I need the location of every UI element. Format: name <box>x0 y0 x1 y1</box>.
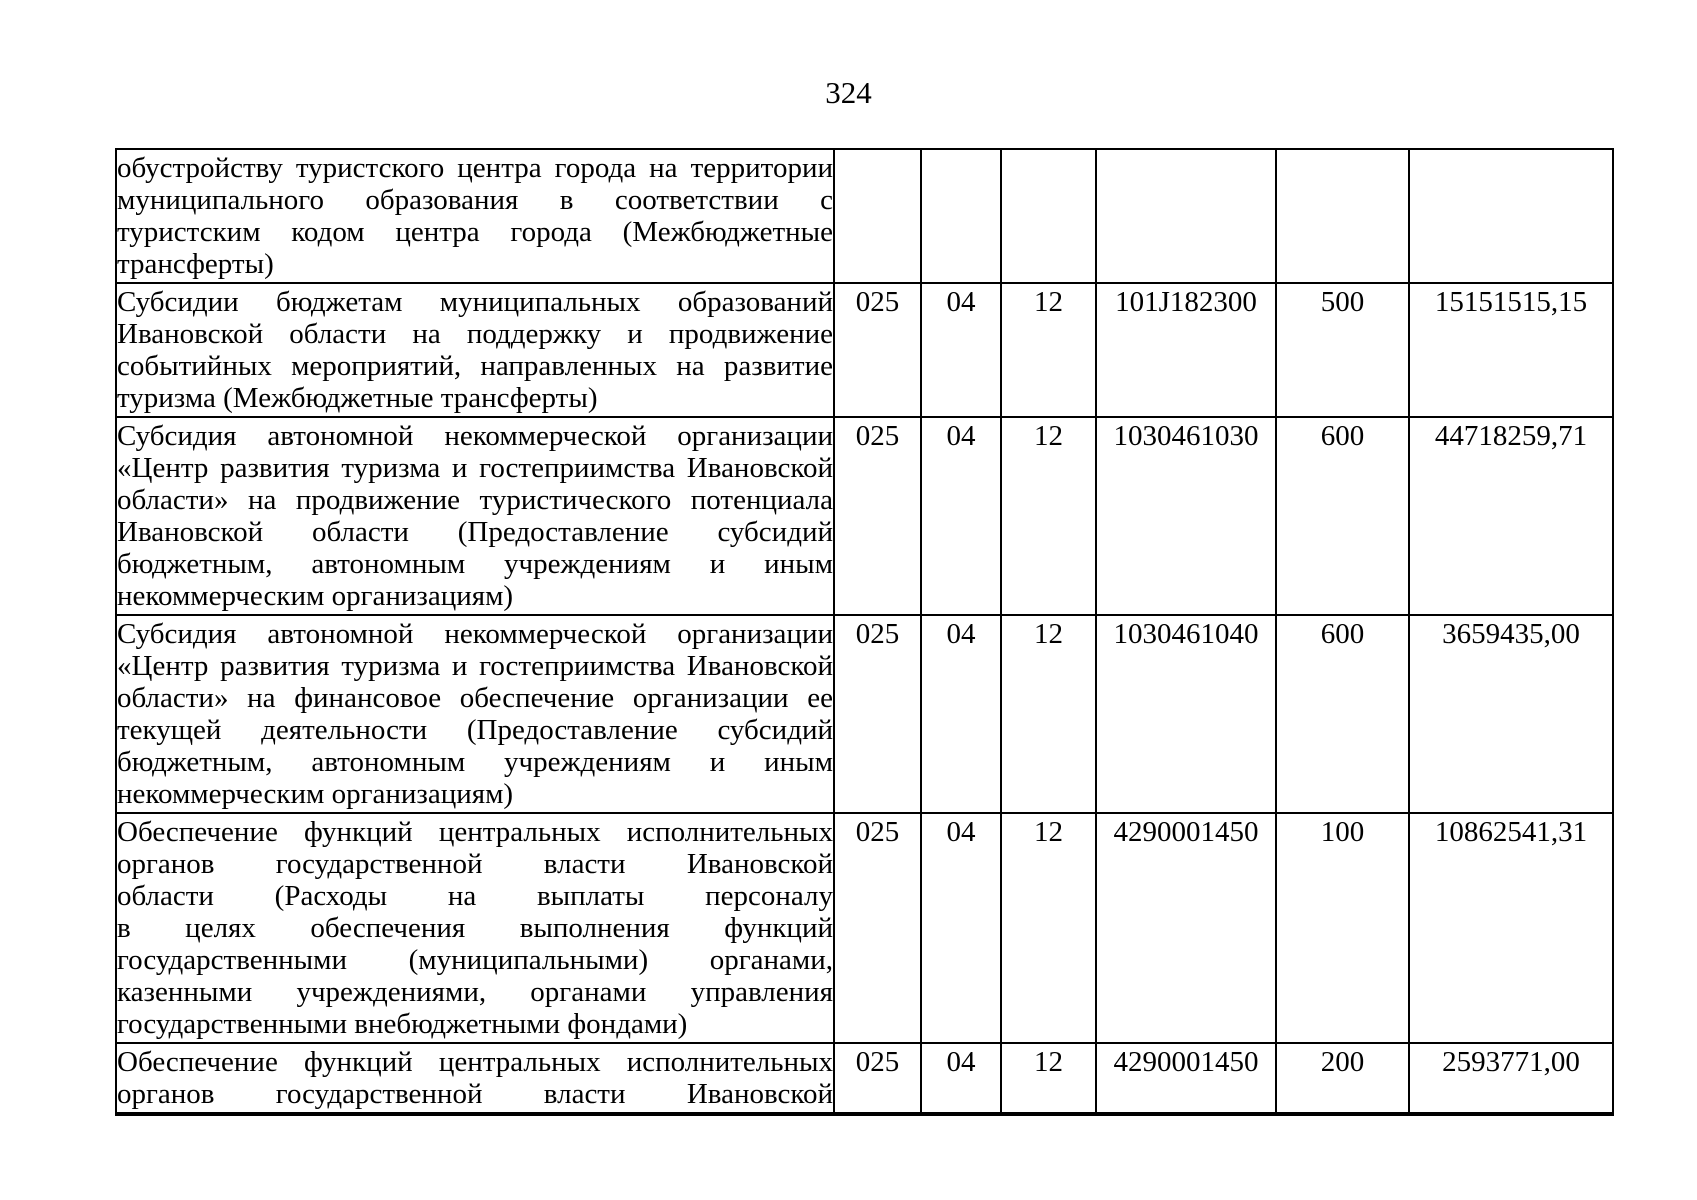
expense-name-line: трансферты) <box>117 248 274 280</box>
expense-name-line: туризма (Межбюджетные трансферты) <box>117 382 598 414</box>
grbs-code-cell: 025 <box>833 614 922 814</box>
expense-name-line: Ивановской области (Предоставление субси… <box>117 516 833 548</box>
subsection-code-cell: 12 <box>1000 614 1097 814</box>
expense-name-line: Субсидия автономной некоммерческой орган… <box>117 420 833 452</box>
section-code-cell: 04 <box>920 812 1002 1044</box>
expense-name-line: области» на финансовое обеспечение орган… <box>117 682 833 714</box>
target-article-code-cell: 1030461040 <box>1095 614 1277 814</box>
amount-cell: 10862541,31 <box>1408 812 1614 1044</box>
expense-type-code-cell <box>1275 148 1410 284</box>
expense-name-line: Субсидии бюджетам муниципальных образова… <box>117 286 833 318</box>
expense-type-code-cell: 200 <box>1275 1042 1410 1116</box>
target-article-code-cell: 4290001450 <box>1095 812 1277 1044</box>
subsection-code-cell: 12 <box>1000 416 1097 616</box>
target-article-code-cell: 1030461030 <box>1095 416 1277 616</box>
target-article-code-cell: 101J182300 <box>1095 282 1277 418</box>
expense-name-cell: Субсидия автономной некоммерческой орган… <box>115 614 835 814</box>
expense-name-line: в целях обеспечения выполнения функций <box>117 912 833 944</box>
subsection-code-cell <box>1000 148 1097 284</box>
expense-type-code-cell: 100 <box>1275 812 1410 1044</box>
subsection-code-cell: 12 <box>1000 1042 1097 1116</box>
grbs-code-cell: 025 <box>833 282 922 418</box>
expense-type-code-cell: 500 <box>1275 282 1410 418</box>
expense-name-line: событийных мероприятий, направленных на … <box>117 350 833 382</box>
amount-cell <box>1408 148 1614 284</box>
section-code-cell: 04 <box>920 416 1002 616</box>
expense-name-cell: Субсидии бюджетам муниципальных образова… <box>115 282 835 418</box>
section-code-cell <box>920 148 1002 284</box>
section-code-cell: 04 <box>920 282 1002 418</box>
expense-type-code-cell: 600 <box>1275 614 1410 814</box>
expense-name-line: Субсидия автономной некоммерческой орган… <box>117 618 833 650</box>
subsection-code-cell: 12 <box>1000 282 1097 418</box>
grbs-code-cell: 025 <box>833 416 922 616</box>
expense-name-line: текущей деятельности (Предоставление суб… <box>117 714 833 746</box>
expense-name-line: «Центр развития туризма и гостеприимства… <box>117 452 833 484</box>
page-number: 324 <box>825 75 872 110</box>
expense-name-line: органов государственной власти Ивановско… <box>117 848 833 880</box>
expense-name-line: бюджетным, автономным учреждениям и иным <box>117 746 833 778</box>
expense-name-line: Обеспечение функций центральных исполнит… <box>117 1046 833 1078</box>
expense-name-line: области (Расходы на выплаты персоналу <box>117 880 833 912</box>
table-row: Обеспечение функций центральных исполнит… <box>115 812 1614 1044</box>
budget-table-body: обустройству туристского центра города н… <box>115 148 1614 1116</box>
amount-cell: 2593771,00 <box>1408 1042 1614 1116</box>
table-row: Обеспечение функций центральных исполнит… <box>115 1042 1614 1116</box>
table-row: Субсидия автономной некоммерческой орган… <box>115 416 1614 616</box>
grbs-code-cell <box>833 148 922 284</box>
expense-name-line: органов государственной власти Ивановско… <box>117 1078 833 1110</box>
grbs-code-cell: 025 <box>833 812 922 1044</box>
amount-cell: 15151515,15 <box>1408 282 1614 418</box>
expense-name-line: государственными (муниципальными) органа… <box>117 944 833 976</box>
expense-name-line: бюджетным, автономным учреждениям и иным <box>117 548 833 580</box>
subsection-code-cell: 12 <box>1000 812 1097 1044</box>
expense-name-cell: Обеспечение функций центральных исполнит… <box>115 1042 835 1116</box>
expense-name-line: «Центр развития туризма и гостеприимства… <box>117 650 833 682</box>
expense-name-line: некоммерческим организациям) <box>117 580 514 612</box>
table-row: обустройству туристского центра города н… <box>115 148 1614 284</box>
section-code-cell: 04 <box>920 614 1002 814</box>
table-row: Субсидия автономной некоммерческой орган… <box>115 614 1614 814</box>
expense-name-line: Обеспечение функций центральных исполнит… <box>117 816 833 848</box>
amount-cell: 3659435,00 <box>1408 614 1614 814</box>
table-row: Субсидии бюджетам муниципальных образова… <box>115 282 1614 418</box>
expense-name-cell: Субсидия автономной некоммерческой орган… <box>115 416 835 616</box>
expense-name-line: туристским кодом центра города (Межбюдже… <box>117 216 833 248</box>
expense-name-line: Ивановской области на поддержку и продви… <box>117 318 833 350</box>
target-article-code-cell: 4290001450 <box>1095 1042 1277 1116</box>
grbs-code-cell: 025 <box>833 1042 922 1116</box>
expense-name-line: государственными внебюджетными фондами) <box>117 1008 688 1040</box>
budget-expense-table: обустройству туристского центра города н… <box>115 148 1614 1116</box>
expense-name-line: казенными учреждениями, органами управле… <box>117 976 833 1008</box>
expense-name-line: обустройству туристского центра города н… <box>117 152 833 184</box>
expense-name-cell: обустройству туристского центра города н… <box>115 148 835 284</box>
amount-cell: 44718259,71 <box>1408 416 1614 616</box>
expense-type-code-cell: 600 <box>1275 416 1410 616</box>
expense-name-cell: Обеспечение функций центральных исполнит… <box>115 812 835 1044</box>
expense-name-line: некоммерческим организациям) <box>117 778 514 810</box>
target-article-code-cell <box>1095 148 1277 284</box>
expense-name-line: области» на продвижение туристического п… <box>117 484 833 516</box>
section-code-cell: 04 <box>920 1042 1002 1116</box>
expense-name-line: муниципального образования в соответстви… <box>117 184 833 216</box>
